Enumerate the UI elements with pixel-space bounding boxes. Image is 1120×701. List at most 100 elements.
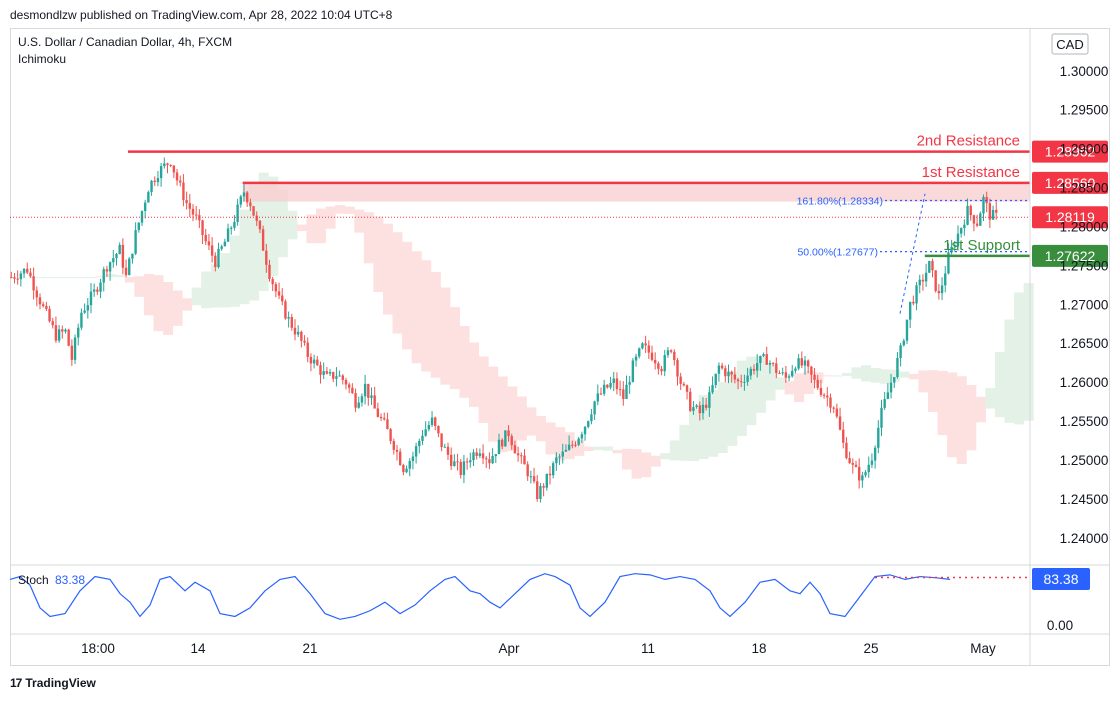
ichimoku-cloud-segment <box>842 373 852 376</box>
candle-body <box>479 453 481 456</box>
candle-body <box>919 280 921 286</box>
candle-body <box>428 425 430 429</box>
candle-body <box>552 463 554 475</box>
candle-body <box>689 392 691 411</box>
ichimoku-cloud-segment <box>87 277 97 278</box>
candle-body <box>440 433 442 447</box>
price-tick-label: 1.29500 <box>1060 103 1109 118</box>
candle-body <box>903 341 905 345</box>
candle-body <box>169 165 171 166</box>
candle-body <box>603 385 605 394</box>
candle-body <box>625 385 627 399</box>
candle-body <box>96 290 98 292</box>
candle-body <box>287 317 289 318</box>
candle-body <box>335 376 337 379</box>
candle-body <box>495 454 497 456</box>
ichimoku-cloud-segment <box>201 271 211 308</box>
candle-body <box>832 408 834 409</box>
candle-body <box>746 376 748 382</box>
candle-body <box>577 438 579 444</box>
candle-body <box>144 203 146 211</box>
candle-body <box>271 279 273 284</box>
fibonacci-trendline <box>900 194 925 314</box>
candle-body <box>90 292 92 306</box>
price-tick-label: 1.25000 <box>1060 453 1109 468</box>
candle-body <box>845 443 847 458</box>
candle-body <box>361 396 363 402</box>
candle-body <box>189 203 191 209</box>
candle-body <box>644 343 646 345</box>
candle-body <box>597 393 599 401</box>
candle-body <box>77 328 79 338</box>
candle-body <box>281 296 283 302</box>
candle-body <box>743 382 745 383</box>
candle-body <box>48 309 50 321</box>
candle-body <box>393 441 395 450</box>
candle-body <box>797 358 799 368</box>
ichimoku-cloud-segment <box>794 373 804 402</box>
candle-body <box>887 392 889 399</box>
candle-body <box>526 464 528 476</box>
candle-body <box>781 372 783 373</box>
candle-body <box>855 465 857 467</box>
ichimoku-cloud-segment <box>823 375 833 376</box>
candle-body <box>517 453 519 455</box>
candle-body <box>128 259 130 275</box>
candle-body <box>453 461 455 466</box>
candle-body <box>657 363 659 369</box>
candle-body <box>638 348 640 356</box>
candle-body <box>705 405 707 408</box>
ichimoku-cloud-segment <box>966 385 976 450</box>
ichimoku-cloud-segment <box>526 407 536 435</box>
candle-body <box>227 229 229 242</box>
candle-body <box>80 313 82 328</box>
candle-body <box>198 215 200 220</box>
candle-body <box>501 440 503 447</box>
fibonacci-label: 161.80%(1.28334) <box>797 195 883 207</box>
ichimoku-cloud-segment <box>306 215 316 244</box>
candle-body <box>157 178 159 182</box>
ichimoku-cloud-segment <box>412 251 422 363</box>
candle-body <box>214 256 216 267</box>
candle-body <box>297 332 299 335</box>
ichimoku-cloud-segment <box>182 298 192 310</box>
stoch-line <box>10 574 950 620</box>
ichimoku-cloud-segment <box>48 277 58 278</box>
candle-body <box>785 372 787 377</box>
ichimoku-cloud-segment <box>469 343 479 407</box>
candle-body <box>16 279 18 280</box>
candle-body <box>106 269 108 271</box>
ichimoku-cloud-segment <box>402 242 412 350</box>
candle-body <box>217 249 219 267</box>
ichimoku-cloud-segment <box>746 357 756 426</box>
ichimoku-cloud-segment <box>383 224 393 315</box>
candle-body <box>303 341 305 343</box>
candle-body <box>307 343 309 357</box>
candle-body <box>724 368 726 376</box>
candle-body <box>702 405 704 413</box>
candle-body <box>456 461 458 462</box>
candle-body <box>858 467 860 481</box>
candle-body <box>852 463 854 465</box>
candle-body <box>823 395 825 396</box>
ichimoku-cloud-segment <box>603 446 613 450</box>
candle-body <box>836 409 838 417</box>
candle-body <box>498 440 500 454</box>
candle-body <box>249 202 251 206</box>
candle-body <box>329 372 331 374</box>
ichimoku-cloud-segment <box>67 277 77 278</box>
ichimoku-cloud-segment <box>345 207 355 214</box>
level-label: 1st Support <box>943 237 1021 254</box>
candle-body <box>813 375 815 380</box>
ichimoku-cloud-segment <box>287 211 297 239</box>
candle-body <box>412 457 414 461</box>
candle-body <box>581 434 583 438</box>
candle-body <box>504 430 506 446</box>
time-tick-label: 14 <box>190 641 206 656</box>
candle-body <box>915 285 917 303</box>
candle-body <box>718 366 720 374</box>
candle-body <box>246 192 248 202</box>
candle-body <box>628 382 630 385</box>
ichimoku-cloud-segment <box>976 397 986 423</box>
